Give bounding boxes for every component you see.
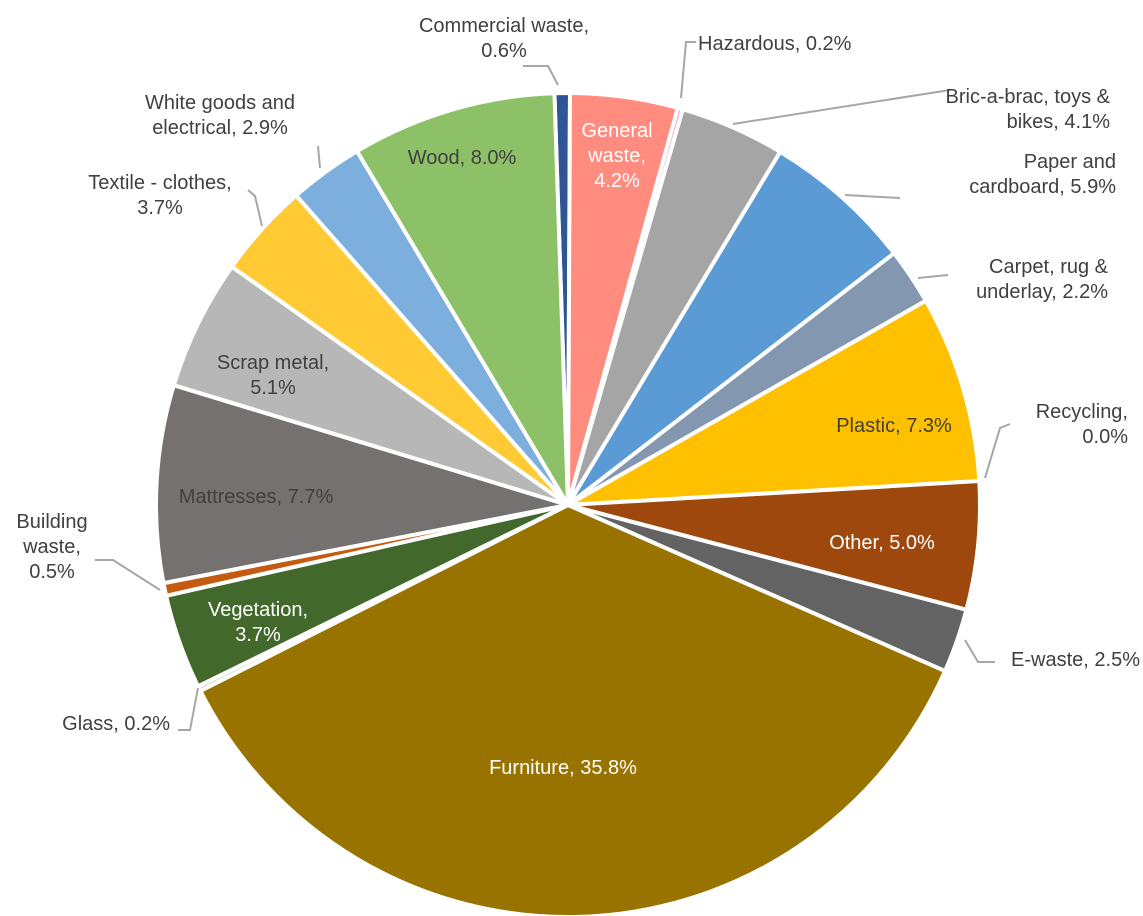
label-scrap-metal: Scrap metal, 5.1% bbox=[217, 352, 329, 399]
label-commercial-waste-line: Commercial waste, bbox=[419, 15, 589, 37]
label-textile-clothes-line: Textile - clothes, bbox=[88, 172, 231, 194]
label-furniture: Furniture, 35.8% bbox=[489, 757, 637, 779]
leader-line-white-goods-and-electrical bbox=[317, 145, 321, 169]
label-wood-line: Wood, 8.0% bbox=[408, 147, 517, 169]
leader-line-hazardous bbox=[680, 41, 696, 99]
label-white-goods-and-electrical-line: White goods and bbox=[145, 92, 295, 114]
label-paper-and-cardboard-line: cardboard, 5.9% bbox=[969, 176, 1116, 198]
label-building-waste-line: waste, bbox=[22, 536, 81, 558]
label-scrap-metal-line: Scrap metal, bbox=[217, 352, 329, 374]
leader-line-paper-and-cardboard bbox=[844, 194, 901, 199]
label-recycling-line: Recycling, bbox=[1036, 401, 1128, 423]
leader-line-building-waste bbox=[95, 559, 161, 591]
label-vegetation: Vegetation, 3.7% bbox=[208, 599, 308, 646]
label-paper-and-cardboard-line: Paper and bbox=[1024, 151, 1116, 173]
leader-line-e-waste bbox=[964, 639, 995, 663]
label-white-goods-and-electrical-line: electrical, 2.9% bbox=[152, 117, 288, 139]
leader-line-recycling bbox=[984, 423, 1011, 479]
label-recycling-line: 0.0% bbox=[1082, 426, 1128, 448]
pie-slices bbox=[154, 90, 982, 916]
label-bric-a-brac-toys-and-bikes-line: Bric-a-brac, toys & bbox=[946, 86, 1111, 108]
label-e-waste: E-waste, 2.5% bbox=[1011, 649, 1140, 671]
label-bric-a-brac-toys-and-bikes-line: bikes, 4.1% bbox=[1007, 111, 1111, 133]
label-hazardous-line: Hazardous, 0.2% bbox=[698, 33, 852, 55]
label-other-line: Other, 5.0% bbox=[829, 532, 935, 554]
label-e-waste-line: E-waste, 2.5% bbox=[1011, 649, 1140, 671]
label-scrap-metal-line: 5.1% bbox=[250, 377, 296, 399]
leader-line-carpet-rug-and-underlay bbox=[917, 274, 949, 279]
label-carpet-rug-and-underlay: Carpet, rug & underlay, 2.2% bbox=[976, 256, 1109, 303]
label-building-waste-line: 0.5% bbox=[29, 561, 75, 583]
label-general-waste-line: General bbox=[581, 120, 652, 142]
label-carpet-rug-and-underlay-line: underlay, 2.2% bbox=[976, 281, 1108, 303]
label-commercial-waste-line: 0.6% bbox=[481, 40, 527, 62]
slice-wood bbox=[355, 91, 570, 507]
label-carpet-rug-and-underlay-line: Carpet, rug & bbox=[989, 256, 1109, 278]
label-building-waste-line: Building bbox=[16, 511, 87, 533]
label-white-goods-and-electrical: White goods and electrical, 2.9% bbox=[145, 92, 295, 139]
label-mattresses: Mattresses, 7.7% bbox=[179, 486, 334, 508]
label-furniture-line: Furniture, 35.8% bbox=[489, 757, 637, 779]
label-plastic: Plastic, 7.3% bbox=[836, 415, 952, 437]
label-general-waste-line: 4.2% bbox=[594, 170, 640, 192]
label-general-waste: General waste, 4.2% bbox=[581, 120, 652, 192]
label-vegetation-line: 3.7% bbox=[235, 624, 281, 646]
slice-furniture bbox=[198, 503, 948, 916]
leader-line-glass bbox=[178, 687, 199, 731]
label-building-waste: Building waste, 0.5% bbox=[16, 511, 87, 583]
leader-line-bric-a-brac-toys-and-bikes bbox=[732, 89, 951, 125]
leader-line-commercial-waste bbox=[523, 65, 559, 86]
label-wood: Wood, 8.0% bbox=[408, 147, 517, 169]
label-textile-clothes: Textile - clothes, 3.7% bbox=[88, 172, 231, 219]
label-plastic-line: Plastic, 7.3% bbox=[836, 415, 952, 437]
slice-plastic bbox=[566, 298, 982, 507]
leader-line-textile-clothes bbox=[247, 189, 263, 227]
label-recycling: Recycling, 0.0% bbox=[1036, 401, 1128, 448]
label-commercial-waste: Commercial waste, 0.6% bbox=[419, 15, 589, 62]
leader-lines bbox=[95, 41, 1011, 731]
label-vegetation-line: Vegetation, bbox=[208, 599, 308, 621]
label-other: Other, 5.0% bbox=[829, 532, 935, 554]
label-paper-and-cardboard: Paper and cardboard, 5.9% bbox=[969, 151, 1116, 198]
label-bric-a-brac-toys-and-bikes: Bric-a-brac, toys & bikes, 4.1% bbox=[946, 86, 1111, 133]
label-textile-clothes-line: 3.7% bbox=[137, 197, 183, 219]
slice-mattresses bbox=[154, 383, 570, 586]
slice-labels: Commercial waste, 0.6% General waste, 4.2% Ha… bbox=[16, 15, 1140, 779]
label-glass-line: Glass, 0.2% bbox=[62, 713, 170, 735]
label-mattresses-line: Mattresses, 7.7% bbox=[179, 486, 334, 508]
label-general-waste-line: waste, bbox=[587, 145, 646, 167]
label-glass: Glass, 0.2% bbox=[62, 713, 170, 735]
label-hazardous: Hazardous, 0.2% bbox=[698, 33, 852, 55]
slice-paper-and-cardboard bbox=[566, 149, 897, 507]
